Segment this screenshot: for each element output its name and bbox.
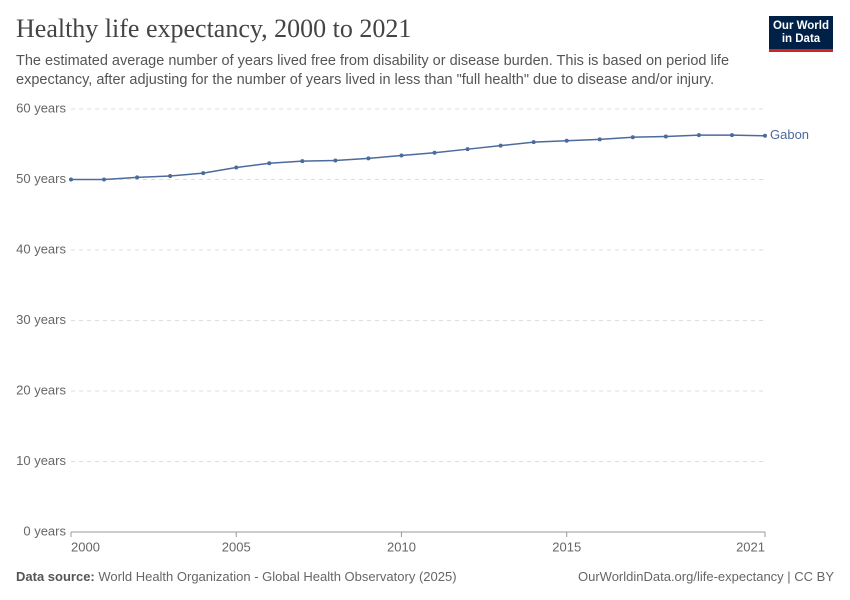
- point: [465, 147, 470, 152]
- point: [102, 177, 107, 182]
- y-tick-label: 50 years: [16, 171, 66, 186]
- point: [267, 161, 272, 166]
- point: [234, 165, 239, 170]
- y-tick-label: 20 years: [16, 382, 66, 397]
- point: [763, 133, 767, 138]
- y-tick-label: 0 years: [23, 523, 66, 538]
- point: [498, 143, 503, 148]
- source-text[interactable]: World Health Organization - Global Healt…: [98, 569, 457, 584]
- logo-line: Our World: [772, 20, 829, 32]
- license-note[interactable]: OurWorldinData.org/life-expectancy | CC …: [577, 569, 834, 584]
- chart-title: Healthy life expectancy, 2000 to 2021: [16, 14, 412, 43]
- point: [630, 135, 635, 140]
- point: [135, 175, 140, 180]
- point: [696, 133, 701, 138]
- point: [531, 140, 536, 145]
- x-tick-label: 2021: [736, 539, 765, 554]
- point: [729, 133, 734, 138]
- y-tick-label: 60 years: [16, 100, 66, 115]
- series-label: Gabon: [770, 127, 809, 142]
- point: [333, 158, 338, 163]
- point: [69, 177, 73, 182]
- y-tick-label: 10 years: [16, 453, 66, 468]
- point: [432, 150, 437, 155]
- logo[interactable]: Our World in Data: [769, 16, 833, 52]
- x-tick-label: 2000: [71, 539, 100, 554]
- y-tick-label: 40 years: [16, 241, 66, 256]
- x-tick-label: 2010: [387, 539, 416, 554]
- y-tick-label: 30 years: [16, 312, 66, 327]
- chart-subtitle: The estimated average number of years li…: [16, 53, 730, 88]
- point: [663, 134, 668, 139]
- point: [201, 171, 206, 176]
- point: [366, 156, 371, 161]
- point: [300, 159, 305, 164]
- logo-line: in Data: [781, 33, 821, 45]
- point: [399, 153, 404, 158]
- x-tick-label: 2005: [222, 539, 251, 554]
- line: [71, 134, 766, 181]
- source-label: Data source:: [16, 569, 95, 584]
- source: Data source: World Health Organization -…: [16, 569, 457, 584]
- point: [168, 173, 173, 178]
- x-tick-label: 2015: [552, 539, 581, 554]
- point: [564, 138, 569, 143]
- point: [597, 137, 602, 142]
